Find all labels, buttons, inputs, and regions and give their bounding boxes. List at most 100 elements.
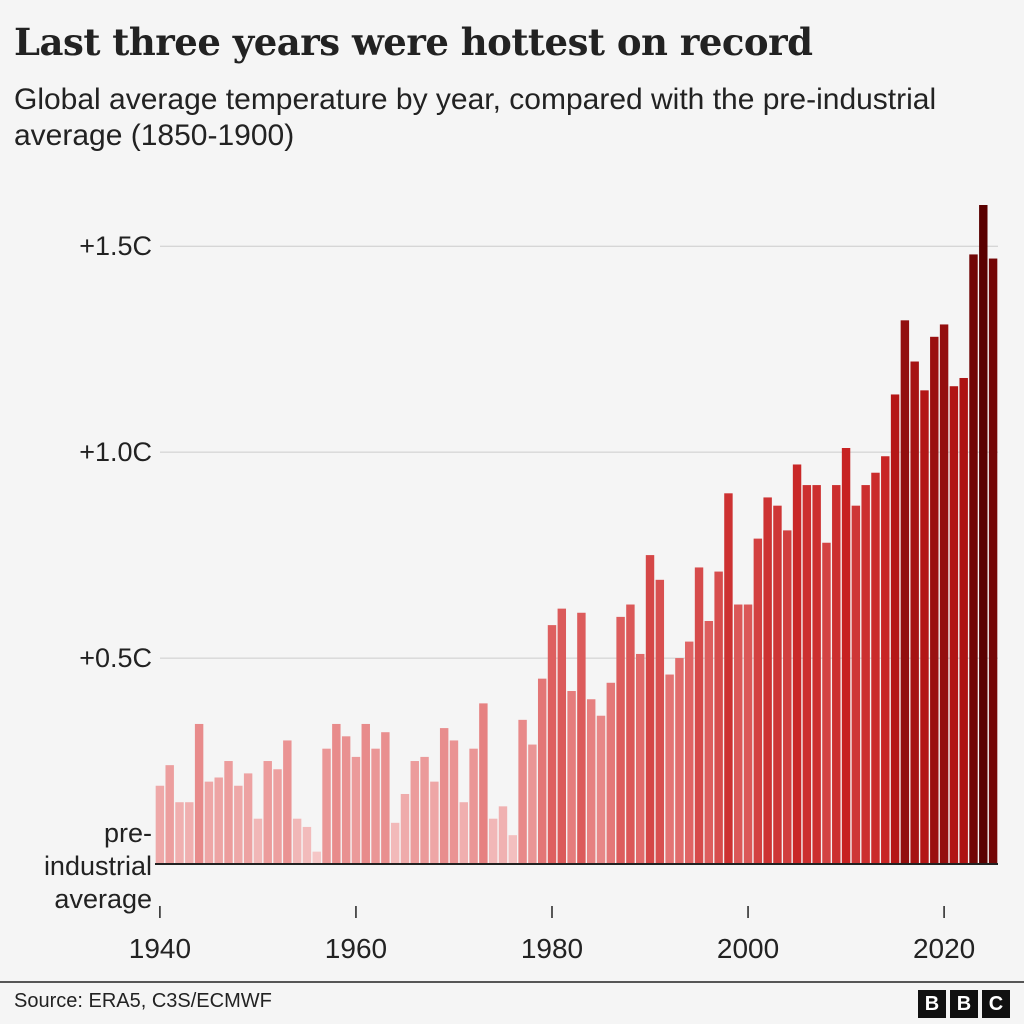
bar [900,320,910,864]
bar [194,723,204,864]
bar [655,579,665,864]
bar [508,835,517,864]
bar [743,604,753,864]
bar [224,761,233,864]
bar [381,732,390,864]
x-tick-label: 2020 [913,933,975,964]
bar [518,719,527,864]
bar [410,761,419,864]
bar [371,748,380,864]
bar [851,505,861,864]
bar [547,625,557,864]
bar [292,818,302,864]
bar [351,756,361,864]
bar [175,802,184,864]
bar [341,736,351,864]
x-tick-label: 1960 [325,933,387,964]
bar [939,324,949,865]
bar [626,604,635,864]
logo-letter: B [950,990,978,1018]
bar [645,555,655,864]
bar [567,691,576,864]
x-tick-label: 1980 [521,933,583,964]
bar [253,818,263,864]
bar [930,336,939,864]
bar [185,802,194,864]
bar [586,699,596,864]
bar [528,744,537,864]
logo: B B C [918,990,1010,1018]
bar [596,715,606,864]
bar [694,567,704,864]
bar [479,703,488,864]
bar [685,641,694,864]
bar [449,740,459,864]
y-tick-label: +1.5C [79,230,152,261]
bar [881,456,890,864]
bar [753,538,763,864]
bar [283,740,292,864]
bar [910,361,919,864]
y-tick-label: pre-industrial average [43,818,152,914]
bar [920,390,929,864]
bar [557,608,567,864]
source: Source: ERA5, C3S/ECMWF [14,990,272,1012]
bar [734,604,743,864]
bar [243,773,253,864]
chart-subtitle: Global average temperature by year, comp… [14,83,937,152]
bar [714,571,723,864]
bar [273,769,282,864]
bar [890,394,900,864]
bar [949,386,959,864]
logo-letter: B [918,990,946,1018]
bar [704,620,714,864]
bar [498,806,508,864]
y-tick-label: +1.0C [79,436,152,467]
bar [459,802,468,864]
bar [361,723,370,864]
bar [214,777,223,864]
bar [636,653,645,864]
bar [234,785,243,864]
bar [390,822,400,864]
bar [322,748,331,864]
x-tick-label: 2000 [717,933,779,964]
bar [155,785,165,864]
bar [861,485,870,864]
bar [537,678,547,864]
bar [773,505,782,864]
bar [400,793,410,864]
bar [420,756,429,864]
bar [263,761,272,864]
y-tick-label: +0.5C [79,642,152,673]
bar [439,728,449,864]
bar [665,674,674,864]
bar [988,258,998,864]
bar [312,851,321,864]
bar [763,497,772,864]
bar [616,616,625,864]
bar [606,682,616,864]
bar [959,377,968,864]
bar [675,658,684,864]
bar [822,542,831,864]
bar [841,448,851,864]
bar [871,472,880,864]
bar [802,485,812,864]
bar [832,485,841,864]
bar [165,765,174,864]
bar [792,464,802,864]
bar [783,530,792,864]
bar [812,485,821,864]
bar [469,748,478,864]
bar [430,781,439,864]
bar [332,723,341,864]
bar [969,254,978,865]
logo-letter: C [982,990,1010,1018]
chart-title: Last three years were hottest on record [14,20,813,64]
bar [302,826,312,864]
x-tick-label: 1940 [129,933,191,964]
bar [577,612,586,864]
